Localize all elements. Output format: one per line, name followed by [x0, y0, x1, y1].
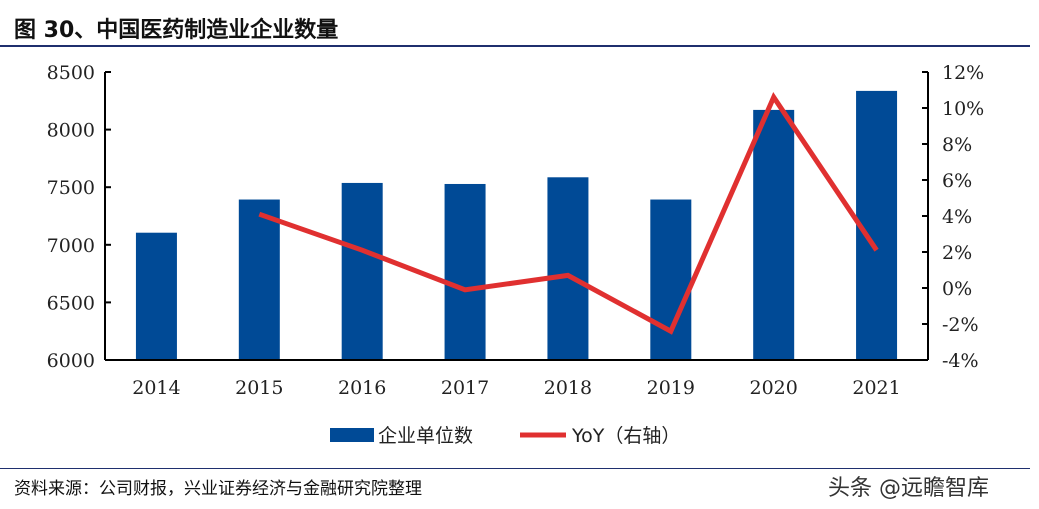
- chart: 6000 6500 7000 7500 8000 8500 -4% -2% 0% 2% 4% 6% 8%…: [47, 62, 985, 447]
- x-tick-label: 2018: [544, 377, 592, 399]
- x-tick-label: 2015: [235, 377, 283, 399]
- source-note: 资料来源：公司财报，兴业证券经济与金融研究院整理: [14, 479, 422, 499]
- left-tick-label: 7500: [47, 177, 95, 199]
- bar-2019: [650, 199, 692, 360]
- left-tick-label: 6000: [47, 350, 95, 372]
- left-tick-label: 8000: [47, 120, 95, 142]
- x-tick-label: 2020: [750, 377, 798, 399]
- left-tick-label: 8500: [47, 62, 95, 84]
- title-rule: [0, 45, 1030, 47]
- right-tick-label: 12%: [942, 62, 984, 84]
- legend-line-label: YoY（右轴）: [571, 425, 680, 447]
- bar-2015: [238, 199, 280, 360]
- bar-2017: [444, 183, 486, 360]
- x-tick-label: 2021: [852, 377, 900, 399]
- legend-bar-label: 企业单位数: [378, 425, 473, 447]
- x-tick-label: 2014: [132, 377, 180, 399]
- left-tick-label: 7000: [47, 235, 95, 257]
- bar-2016: [341, 182, 383, 360]
- right-tick-label: 6%: [942, 170, 972, 192]
- bar-2020: [753, 109, 795, 360]
- right-tick-label: 0%: [942, 278, 972, 300]
- bar-2018: [547, 177, 589, 360]
- right-tick-label: -4%: [942, 350, 979, 372]
- legend-bar-swatch: [330, 428, 374, 442]
- watermark: 头条 @远瞻智库: [828, 476, 989, 501]
- chart-title: 图 30、中国医药制造业企业数量: [14, 18, 339, 43]
- right-tick-label: 2%: [942, 242, 972, 264]
- x-tick-label: 2017: [441, 377, 489, 399]
- x-tick-label: 2019: [647, 377, 695, 399]
- right-tick-label: 8%: [942, 134, 972, 156]
- right-tick-label: 4%: [942, 206, 972, 228]
- right-tick-label: 10%: [942, 98, 984, 120]
- x-tick-label: 2016: [338, 377, 386, 399]
- right-tick-label: -2%: [942, 314, 979, 336]
- source-rule: [0, 468, 1030, 469]
- bar-2014: [135, 232, 177, 360]
- left-tick-label: 6500: [47, 292, 95, 314]
